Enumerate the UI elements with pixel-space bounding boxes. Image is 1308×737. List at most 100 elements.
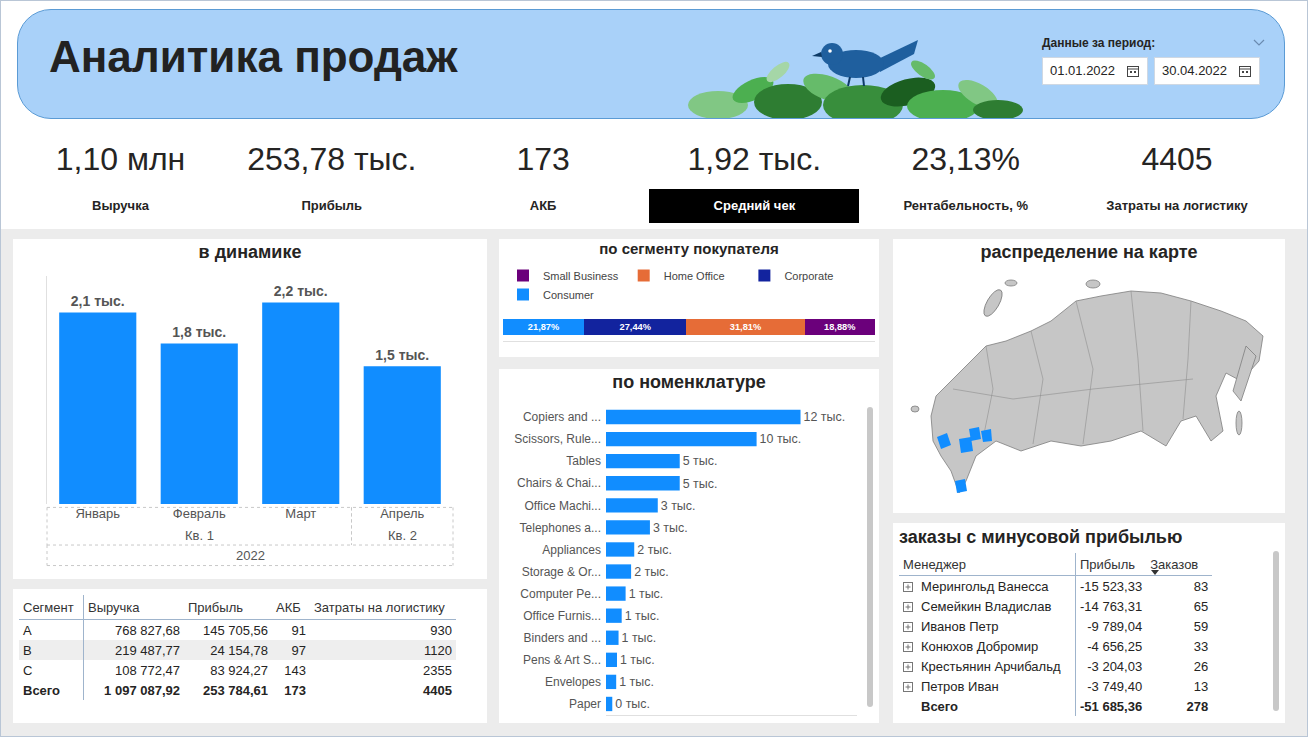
svg-text:Кв. 1: Кв. 1 (185, 528, 214, 543)
html-text:24 154,78: 24 154,78 (210, 642, 268, 658)
svg-text:12 тыс.: 12 тыс. (804, 410, 846, 424)
html-text:143: 143 (284, 662, 306, 678)
html-text:Петров Иван: Петров Иван (921, 678, 999, 694)
svg-text:2022: 2022 (236, 548, 265, 563)
html-text:распределение на карте: распределение на карте (980, 242, 1198, 262)
html-text:-3 749,40: -3 749,40 (1087, 678, 1143, 694)
svg-text:5 тыс.: 5 тыс. (683, 454, 718, 468)
svg-text:Appliances: Appliances (542, 543, 601, 557)
svg-text:2 тыс.: 2 тыс. (634, 565, 669, 579)
svg-text:1 тыс.: 1 тыс. (619, 675, 654, 689)
html-text:-3 204,03: -3 204,03 (1087, 658, 1143, 674)
svg-text:5 тыс.: 5 тыс. (683, 477, 718, 491)
html-text:Сегмент: Сегмент (23, 599, 74, 615)
html-text:59: 59 (1193, 618, 1209, 634)
html-text:Иванов Петр: Иванов Петр (921, 618, 999, 634)
html-text:26: 26 (1193, 658, 1209, 674)
svg-text:2 тыс.: 2 тыс. (637, 543, 672, 557)
html-text:768 827,68: 768 827,68 (114, 622, 180, 638)
svg-text:Март: Март (285, 506, 316, 521)
svg-text:Office Machi...: Office Machi... (525, 499, 601, 513)
html-text:Заказов: Заказов (1150, 556, 1199, 572)
html-text:Прибыль: Прибыль (1080, 556, 1135, 572)
html-text:23,13%: 23,13% (911, 141, 1020, 177)
svg-text:Home Office: Home Office (664, 270, 725, 282)
svg-text:Storage & Or...: Storage & Or... (522, 565, 601, 579)
html-text:173: 173 (284, 682, 306, 698)
html-text:в динамике: в динамике (198, 242, 302, 262)
svg-text:1 тыс.: 1 тыс. (620, 653, 655, 667)
html-text:173: 173 (516, 141, 570, 177)
svg-text:3 тыс.: 3 тыс. (653, 521, 688, 535)
html-text:по сегменту покупателя: по сегменту покупателя (599, 240, 779, 257)
svg-text:21,87%: 21,87% (528, 322, 559, 332)
svg-text:31,81%: 31,81% (730, 322, 761, 332)
html-text:Всего: Всего (23, 682, 60, 698)
html-text:1,92 тыс.: 1,92 тыс. (687, 141, 822, 177)
svg-text:Tables: Tables (566, 454, 601, 468)
svg-text:1 тыс.: 1 тыс. (622, 631, 657, 645)
html-text:253 784,61: 253 784,61 (202, 682, 268, 698)
html-text:Менеджер: Менеджер (903, 556, 967, 572)
svg-text:Small Business: Small Business (543, 270, 619, 282)
html-text:1120: 1120 (424, 642, 452, 658)
svg-text:27,44%: 27,44% (620, 322, 651, 332)
html-text:Семейкин Владислав: Семейкин Владислав (921, 598, 1052, 614)
svg-text:Binders and ...: Binders and ... (524, 631, 601, 645)
html-text:Конюхов Добромир: Конюхов Добромир (921, 638, 1039, 654)
svg-text:Corporate: Corporate (784, 270, 833, 282)
svg-text:Февраль: Февраль (173, 506, 226, 521)
svg-text:Chairs & Chai...: Chairs & Chai... (517, 476, 601, 490)
html-text:4405: 4405 (423, 682, 452, 698)
html-text:по номенклатуре: по номенклатуре (612, 372, 766, 392)
svg-text:Telephones a...: Telephones a... (520, 521, 601, 535)
html-text:2355: 2355 (423, 662, 452, 678)
html-text:заказы с минусовой прибылью: заказы с минусовой прибылью (899, 527, 1183, 547)
svg-text:3 тыс.: 3 тыс. (661, 499, 696, 513)
svg-text:Кв. 2: Кв. 2 (388, 528, 417, 543)
svg-text:0 тыс.: 0 тыс. (615, 697, 650, 711)
html-text:Мерингольд Ванесса: Мерингольд Ванесса (921, 578, 1049, 594)
svg-text:1,5 тыс.: 1,5 тыс. (375, 347, 429, 363)
html-text:-15 523,33: -15 523,33 (1080, 578, 1143, 594)
html-text:АКБ: АКБ (276, 599, 301, 615)
html-text:-9 789,04: -9 789,04 (1087, 618, 1143, 634)
svg-text:Envelopes: Envelopes (545, 675, 601, 689)
html-text:Прибыль: Прибыль (188, 599, 243, 615)
svg-text:Pens & Art S...: Pens & Art S... (523, 653, 601, 667)
html-text:Затраты на логистику: Затраты на логистику (314, 599, 445, 615)
svg-text:18,88%: 18,88% (824, 322, 855, 332)
svg-text:Paper: Paper (569, 697, 601, 711)
svg-text:Copiers and ...: Copiers and ... (523, 410, 601, 424)
html-text:Выручка: Выручка (88, 599, 140, 615)
svg-text:2,2 тыс.: 2,2 тыс. (274, 283, 328, 299)
html-text:253,78 тыс.: 253,78 тыс. (247, 141, 417, 177)
svg-text:1,8 тыс.: 1,8 тыс. (172, 324, 226, 340)
svg-text:10 тыс.: 10 тыс. (760, 432, 802, 446)
html-text:-4 656,25: -4 656,25 (1087, 638, 1143, 654)
svg-text:Office Furnis...: Office Furnis... (523, 609, 601, 623)
html-text:145 705,56: 145 705,56 (202, 622, 268, 638)
svg-text:Consumer: Consumer (543, 289, 594, 301)
svg-text:2,1 тыс.: 2,1 тыс. (71, 293, 125, 309)
html-text:1 097 087,92: 1 097 087,92 (104, 682, 180, 698)
svg-text:1 тыс.: 1 тыс. (629, 587, 664, 601)
html-text:930: 930 (430, 622, 452, 638)
html-text:83: 83 (1193, 578, 1209, 594)
svg-text:Scissors, Rule...: Scissors, Rule... (514, 432, 601, 446)
html-text:108 772,47: 108 772,47 (114, 662, 180, 678)
html-text:-14 763,31: -14 763,31 (1080, 598, 1143, 614)
svg-text:Апрель: Апрель (380, 506, 424, 521)
html-text:65: 65 (1193, 598, 1209, 614)
html-text:13: 13 (1193, 678, 1209, 694)
html-text:33: 33 (1193, 638, 1209, 654)
html-text:Крестьянин Арчибальд: Крестьянин Арчибальд (921, 658, 1061, 674)
svg-text:Computer Pe...: Computer Pe... (520, 587, 601, 601)
html-text:83 924,27: 83 924,27 (210, 662, 268, 678)
svg-text:1 тыс.: 1 тыс. (625, 609, 660, 623)
html-text:Аналитика продаж: Аналитика продаж (49, 32, 458, 81)
html-text:4405: 4405 (1141, 141, 1213, 177)
svg-text:Январь: Январь (75, 506, 120, 521)
html-text:1,10 млн: 1,10 млн (55, 141, 186, 177)
html-text:219 487,77: 219 487,77 (114, 642, 180, 658)
